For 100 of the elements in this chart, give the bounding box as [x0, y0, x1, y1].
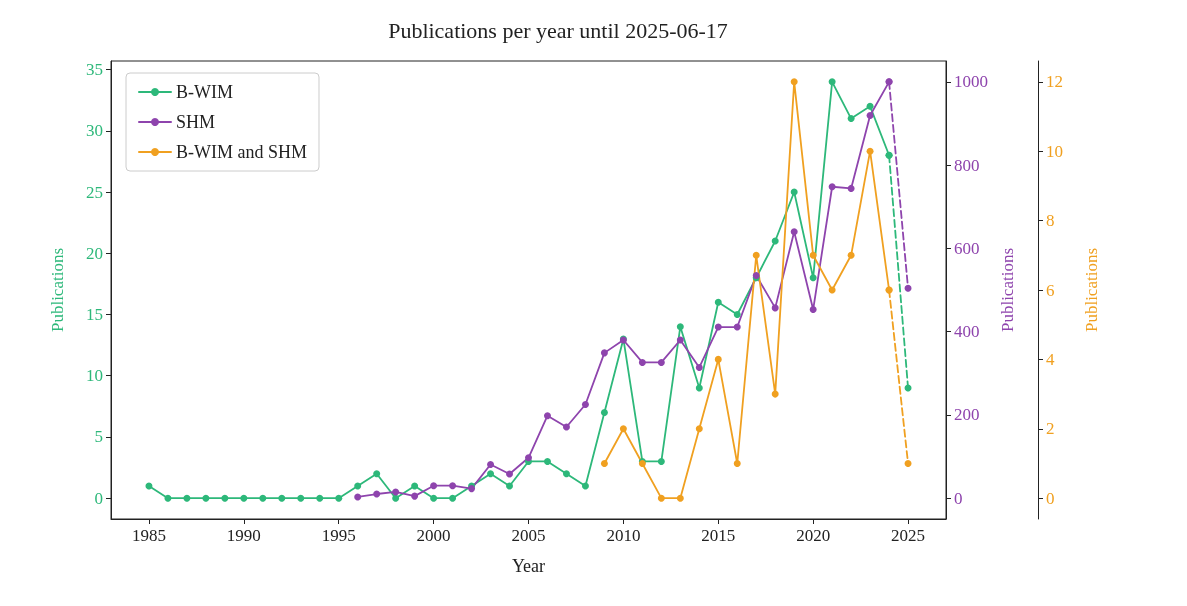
point	[259, 494, 267, 502]
point	[240, 494, 248, 502]
point	[600, 459, 608, 467]
y2-axis-title: Publications	[997, 247, 1017, 333]
point	[581, 401, 589, 408]
y3-tick-label: 10	[1046, 141, 1063, 161]
point	[581, 482, 589, 490]
point	[657, 494, 665, 502]
y-tick-label: 0	[94, 488, 103, 508]
y3-tick-label: 12	[1046, 72, 1063, 92]
point	[847, 184, 855, 192]
y-tick-label: 30	[86, 121, 103, 141]
point	[430, 482, 438, 490]
point	[752, 251, 760, 259]
point	[809, 274, 817, 282]
x-tick-label: 2015	[701, 526, 736, 545]
point	[600, 408, 608, 416]
point	[657, 358, 665, 366]
point	[714, 298, 722, 306]
point	[297, 494, 305, 502]
point	[828, 183, 836, 191]
y3-tick-label: 6	[1046, 280, 1055, 300]
point	[695, 425, 703, 433]
point	[354, 493, 362, 501]
point	[354, 482, 362, 490]
point	[221, 494, 229, 502]
point	[904, 459, 912, 467]
point	[695, 363, 703, 371]
x-tick-label: 2025	[891, 526, 926, 545]
point	[506, 482, 514, 490]
point	[392, 488, 400, 496]
y2-tick-label: 1000	[954, 72, 988, 92]
point	[771, 237, 779, 245]
x-tick-label: 1990	[226, 526, 261, 545]
point	[790, 188, 798, 196]
chart-title: Publications per year until 2025-06-17	[388, 17, 728, 43]
point	[828, 78, 836, 86]
y-tick-label: 35	[86, 60, 103, 80]
point	[771, 304, 779, 312]
y-tick-label: 5	[94, 427, 103, 447]
x-tick-label: 2010	[606, 526, 641, 545]
point	[600, 349, 608, 357]
y3-tick-label: 2	[1046, 419, 1055, 439]
x-tick-label: 2000	[416, 526, 451, 545]
point	[790, 78, 798, 86]
x-axis-title: Year	[511, 556, 546, 576]
point	[562, 470, 570, 478]
point	[847, 115, 855, 123]
y2-tick-label: 200	[954, 405, 980, 425]
point	[809, 306, 817, 314]
point	[866, 112, 874, 120]
point	[733, 310, 741, 318]
point	[562, 423, 570, 431]
point	[790, 228, 798, 236]
point	[506, 470, 514, 478]
point	[638, 358, 646, 366]
y2-tick-label: 800	[954, 155, 980, 175]
point	[373, 490, 381, 498]
point	[866, 102, 874, 110]
legend-label: B-WIM	[176, 82, 233, 102]
y2-tick-label: 0	[954, 488, 963, 508]
y2-tick-label: 400	[954, 322, 980, 342]
point	[430, 494, 438, 502]
point	[733, 323, 741, 331]
point	[847, 251, 855, 259]
legend-label: B-WIM and SHM	[176, 142, 307, 162]
point	[487, 460, 495, 468]
point	[411, 492, 419, 500]
point	[809, 251, 817, 259]
point	[543, 412, 551, 420]
y2-tick-label: 600	[954, 238, 980, 258]
x-tick-label: 1995	[321, 526, 356, 545]
point	[714, 355, 722, 363]
y3-tick-label: 0	[1046, 488, 1055, 508]
point	[392, 494, 400, 502]
point	[543, 457, 551, 465]
point	[449, 482, 457, 490]
point	[714, 323, 722, 331]
point	[487, 470, 495, 478]
x-tick-label: 1985	[131, 526, 166, 545]
point	[335, 494, 343, 502]
y-tick-label: 15	[86, 304, 103, 324]
y3-tick-label: 4	[1046, 349, 1055, 369]
point	[866, 147, 874, 155]
point	[676, 323, 684, 331]
point	[676, 336, 684, 344]
point	[316, 494, 324, 502]
y-tick-label: 20	[86, 243, 103, 263]
point	[449, 494, 457, 502]
point	[904, 284, 912, 292]
point	[164, 494, 172, 502]
x-tick-label: 2020	[796, 526, 831, 545]
point	[676, 494, 684, 502]
point	[202, 494, 210, 502]
point	[695, 384, 703, 392]
y-axis-title: Publications	[48, 247, 67, 333]
point	[278, 494, 286, 502]
y-tick-label: 10	[86, 366, 103, 386]
y-tick-label: 25	[86, 182, 103, 202]
y3-axis-title: Publications	[1082, 247, 1101, 333]
